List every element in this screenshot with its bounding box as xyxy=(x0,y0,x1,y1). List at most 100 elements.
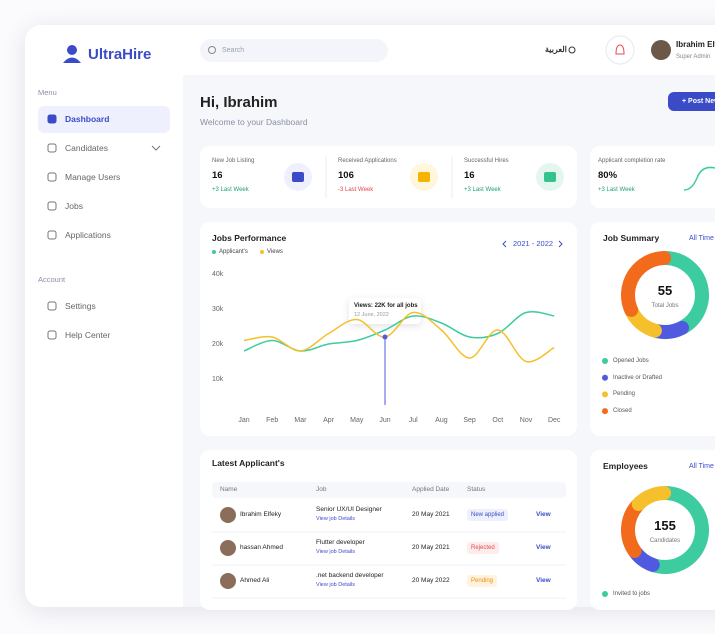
welcome: Welcome to your Dashboard xyxy=(200,117,308,127)
stats-card xyxy=(200,146,577,208)
bell-icon xyxy=(615,44,625,55)
stat-change: +3 Last Week xyxy=(212,187,249,193)
cell-job: .net backend developer xyxy=(316,571,384,579)
donut-total: 155 xyxy=(654,517,676,533)
cell-name: Ahmed Ali xyxy=(240,576,270,584)
column-header: Job xyxy=(316,485,327,493)
tooltip-date: 12 June, 2022 xyxy=(354,312,389,319)
cell-date: 20 May 2021 xyxy=(412,510,450,518)
applicants-card xyxy=(200,450,577,610)
cell-link[interactable]: View job Details xyxy=(316,516,356,523)
cell-name: Ibrahim Elfeky xyxy=(240,510,282,518)
tooltip-point xyxy=(382,334,388,340)
x-tick-label: Apr xyxy=(323,416,335,424)
search-icon xyxy=(208,46,216,54)
stat-change: +3 Last Week xyxy=(464,187,501,193)
post-button[interactable]: + Post New Job xyxy=(668,92,715,111)
menu-icon xyxy=(47,230,57,240)
cell-link[interactable]: View job Details xyxy=(316,549,356,556)
period: 2021 - 2022 xyxy=(513,239,554,249)
stat-change: +3 Last Week xyxy=(598,187,635,193)
stat-value: 16 xyxy=(212,170,223,182)
stat-change: -3 Last Week xyxy=(338,187,374,193)
x-tick-label: Sep xyxy=(463,416,476,424)
logo-body xyxy=(63,57,81,63)
donut-segment xyxy=(621,251,672,317)
stat-icon xyxy=(418,172,430,182)
series-line xyxy=(243,311,555,363)
language[interactable]: العربية xyxy=(545,45,567,54)
row-avatar xyxy=(220,507,236,523)
stat-icon xyxy=(544,172,556,182)
donut-segment xyxy=(631,486,672,512)
menu-icon xyxy=(47,114,57,124)
cell-action[interactable]: View xyxy=(536,576,551,584)
cell-date: 20 May 2022 xyxy=(412,576,450,584)
y-tick-label: 30k xyxy=(212,305,224,313)
sidebar-heading: Menu xyxy=(38,88,57,98)
table-title: Latest Applicant's xyxy=(212,458,285,468)
filter[interactable]: All Time xyxy=(689,234,714,242)
greeting: Hi, Ibrahim xyxy=(200,94,278,111)
donut-segment xyxy=(647,486,709,574)
x-tick-label: Jun xyxy=(379,416,391,424)
menu-item[interactable]: Jobs xyxy=(65,200,83,211)
legend-dot xyxy=(260,250,264,254)
menu-icon xyxy=(47,201,57,211)
x-tick-label: Oct xyxy=(492,416,504,424)
legend-label: Pending xyxy=(613,391,636,398)
donut-segment xyxy=(621,498,645,558)
stat-label: Successful Hires xyxy=(464,158,509,164)
period-arrows[interactable] xyxy=(502,240,563,248)
donut-total: 55 xyxy=(657,282,673,298)
legend-dot xyxy=(602,391,608,398)
menu-icon xyxy=(47,172,57,182)
y-tick-label: 40k xyxy=(212,270,224,278)
cell-link[interactable]: View job Details xyxy=(316,582,356,589)
sparkline xyxy=(683,166,715,191)
cell-action[interactable]: View xyxy=(536,543,551,551)
donut-total-label: Total Jobs xyxy=(651,303,679,309)
x-tick-label: Aug xyxy=(435,416,448,424)
column-header: Applied Date xyxy=(412,485,450,493)
menu-item[interactable]: Manage Users xyxy=(65,171,121,182)
legend-dot xyxy=(602,358,608,364)
menu-item[interactable]: Help Center xyxy=(65,329,111,340)
legend-dot xyxy=(602,374,608,381)
menu-item[interactable]: Candidates xyxy=(65,142,109,153)
stat-label: New Job Listing xyxy=(212,158,255,164)
menu-item[interactable]: Dashboard xyxy=(65,113,110,124)
cell-date: 20 May 2021 xyxy=(412,543,450,551)
chart-title: Employees xyxy=(603,460,648,471)
search-box[interactable] xyxy=(200,39,388,62)
x-tick-label: Dec xyxy=(547,416,561,424)
sidebar-heading: Account xyxy=(38,275,66,285)
search-placeholder: Search xyxy=(222,47,245,54)
active-pill xyxy=(38,106,170,133)
column-header: Name xyxy=(220,485,238,493)
brand: UltraHire xyxy=(88,46,152,63)
stat-value: 80% xyxy=(598,170,618,182)
stat-label: Received Applications xyxy=(338,158,397,164)
legend-dot xyxy=(212,250,216,254)
user-name: Ibrahim Elfeky xyxy=(676,40,715,49)
column-header: Status xyxy=(467,485,486,493)
x-tick-label: Mar xyxy=(294,416,307,424)
bell-button[interactable] xyxy=(605,35,635,65)
cell-action[interactable]: View xyxy=(536,510,551,518)
row-avatar xyxy=(220,540,236,556)
x-tick-label: May xyxy=(350,416,364,424)
legend-label: Views xyxy=(267,249,283,255)
filter[interactable]: All Time xyxy=(689,462,714,470)
menu-item[interactable]: Applications xyxy=(65,229,111,240)
employees-card xyxy=(590,450,715,610)
stat-value: 106 xyxy=(338,170,354,182)
tooltip-title: Views: 22K for all jobs xyxy=(354,303,418,309)
legend-label: Applicant's xyxy=(219,249,248,255)
menu-item[interactable]: Settings xyxy=(65,300,96,311)
globe-icon xyxy=(568,46,576,54)
stat-label: Applicant completion rate xyxy=(598,158,666,164)
legend-dot xyxy=(602,408,608,415)
y-tick-label: 10k xyxy=(212,375,224,383)
